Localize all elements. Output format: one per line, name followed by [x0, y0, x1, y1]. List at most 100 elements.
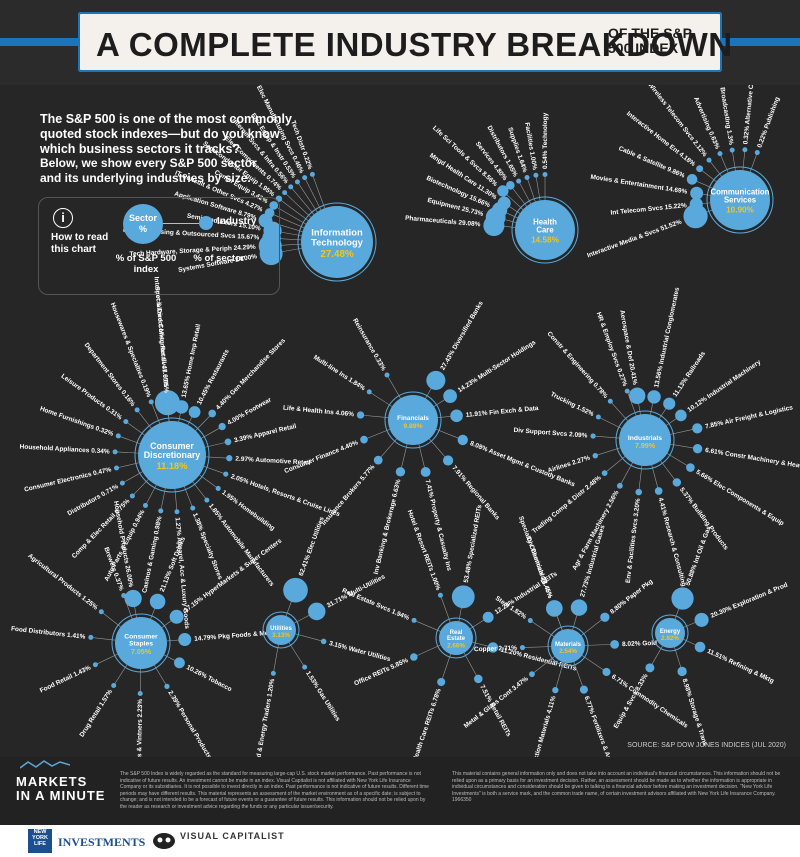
industry-bubble: [607, 398, 613, 404]
industry-share: Int Telecom Svcs 15.22%: [610, 202, 687, 216]
industry-bubble: [516, 178, 522, 184]
sector-name: Health Care: [533, 218, 557, 235]
industry-share: Specialized Consumer Svcs 0.05%: [153, 286, 169, 393]
disclaimer-right: This material contains general informati…: [452, 771, 781, 803]
industry-label: Health Care REITs 6.78%: [412, 688, 443, 757]
industry-bubble: [437, 592, 443, 598]
industry-share: 8.98% Storage & Trans: [681, 678, 709, 747]
industry-bubble: [442, 455, 454, 466]
sector-bubble: [388, 395, 438, 445]
sector-name: Consumer Staples: [124, 633, 158, 647]
industry-label: Real Estate Svcs 1.94%: [341, 587, 410, 622]
industry-share: 11.13% Railroads: [672, 350, 708, 398]
industry-share: Distillers & Vintners 2.23%: [136, 699, 144, 757]
industry-label: 8.02% Gold: [622, 640, 657, 648]
industry-bubble: [624, 388, 630, 394]
industry-bubble: [129, 493, 135, 499]
industry-bubble: [270, 670, 276, 676]
industry-share: Agricultural Products 1.25%: [26, 552, 99, 611]
industry-bubble: [692, 423, 703, 434]
industry-share: Consumer Finance 4.40%: [283, 439, 359, 475]
industry-bubble: [282, 190, 288, 196]
industry-bubble: [134, 407, 140, 413]
industry-bubble: [482, 611, 494, 623]
industry-label: Consumer Electronics 0.47%: [24, 466, 113, 493]
sector-name: Consumer Discretionary: [144, 441, 201, 460]
industry-share: 11.51% Refining & Mktg: [706, 648, 775, 685]
industry-label: 13.65% Home Imp Retail: [181, 323, 203, 398]
industry-bubble: [178, 633, 192, 647]
industry-label: 4.00% Footwear: [226, 396, 273, 427]
industry-bubble: [307, 602, 326, 621]
industry-label: 27.43% Diversified Banks: [439, 300, 484, 372]
industry-share: 13.56% Industrial Conglomerates: [653, 286, 681, 388]
industry-label: 13.56% Industrial Conglomerates: [653, 286, 681, 388]
industry-bubble: [169, 609, 184, 624]
industry-bubble: [647, 390, 661, 404]
industry-bubble: [164, 395, 170, 401]
industry-share: Interactive Media & Svcs 51.52%: [586, 218, 683, 259]
industry-label: Trucking 1.52%: [549, 391, 595, 418]
industry-share: 3.39% Apparel Retail: [234, 423, 298, 444]
industry-bubble: [683, 204, 708, 229]
industry-bubble: [208, 409, 217, 418]
industry-label: 1.38% Specialty Stores: [191, 512, 223, 581]
industry-share: Inv Banking & Brokerage 6.63%: [373, 478, 403, 575]
industry-label: Interactive Home Ent 4.18%: [625, 110, 697, 168]
industry-share: Reinsurance 0.33%: [351, 317, 387, 372]
industry-share: Real Estate Svcs 1.94%: [341, 587, 410, 622]
visual-capitalist-icon: [153, 833, 175, 849]
industry-label: Broadcasting 1.3%: [718, 87, 734, 146]
industry-share: Div Support Svcs 2.09%: [513, 427, 588, 440]
industry-bubble: [437, 677, 446, 687]
industry-bubble: [696, 165, 704, 173]
industry-share: Construction Materials 4.11%: [526, 695, 558, 757]
industry-bubble: [549, 600, 555, 606]
industry-label: Reinsurance 0.33%: [351, 317, 387, 372]
industry-label: Consumer Finance 4.40%: [283, 439, 359, 475]
sector-share: 3.13%: [272, 632, 290, 639]
sector-name: Energy: [660, 629, 681, 635]
legend-industry-word: Industry: [217, 216, 257, 227]
industry-bubble: [533, 172, 539, 178]
sector-bubble: [655, 618, 685, 648]
industry-label: 1.53% Gas Utilities: [304, 670, 341, 723]
industry-share: 0.54% Technology: [542, 112, 549, 169]
industry-bubble: [689, 197, 703, 211]
industry-label: 8.98% Storage & Trans: [681, 678, 709, 747]
industry-label: Copper 2.71%: [474, 645, 517, 654]
intro-text: The S&P 500 is one of the most commonly …: [40, 112, 292, 156]
industry-bubble: [111, 682, 117, 688]
industry-bubble: [294, 179, 300, 185]
industry-bubble: [288, 184, 294, 190]
industry-share: Broadcasting 1.3%: [718, 87, 734, 146]
sector-share: 2.66%: [447, 643, 465, 650]
industry-bubble: [694, 641, 706, 653]
industry-diagram: Systems Software 24.00%Tech Hardware, St…: [11, 85, 800, 757]
sector-ring: [615, 410, 675, 470]
industry-share: 0.22% Publishing: [756, 96, 781, 149]
sector-ring: [297, 202, 377, 282]
industry-label: Insurance Brokers 5.77%: [321, 464, 377, 527]
industry-label: Multi-line Ins 1.84%: [312, 354, 366, 392]
industry-bubble: [552, 686, 559, 694]
sector-name: Information Technology: [311, 227, 364, 247]
industry-bubble: [302, 175, 308, 181]
legend-sector-bubble: Sector %: [123, 204, 163, 244]
industry-share: Movies & Entertainment 14.69%: [590, 174, 688, 196]
industry-label: 6.61% Constr Machinery & Heavy Trucks: [705, 447, 800, 474]
industry-label: 3.15% Water Utilities: [328, 640, 391, 663]
industry-bubble: [115, 433, 121, 439]
industry-label: Construction Materials 4.11%: [526, 695, 558, 757]
visual-capitalist-text: VISUAL CAPITALIST: [180, 831, 285, 841]
legend-sector-word: Sector: [128, 213, 157, 223]
industry-bubble: [148, 399, 154, 405]
sector-ring: [547, 625, 589, 667]
industry-label: Household Appliances 0.34%: [19, 444, 110, 456]
industry-bubble: [694, 612, 709, 627]
industry-bubble: [174, 657, 185, 669]
industry-bubble: [628, 387, 646, 404]
industry-bubble: [190, 505, 196, 511]
industry-label: Airlines 2.27%: [547, 454, 591, 474]
industry-share: 4.41% Research & Consulting Svcs: [657, 497, 692, 604]
